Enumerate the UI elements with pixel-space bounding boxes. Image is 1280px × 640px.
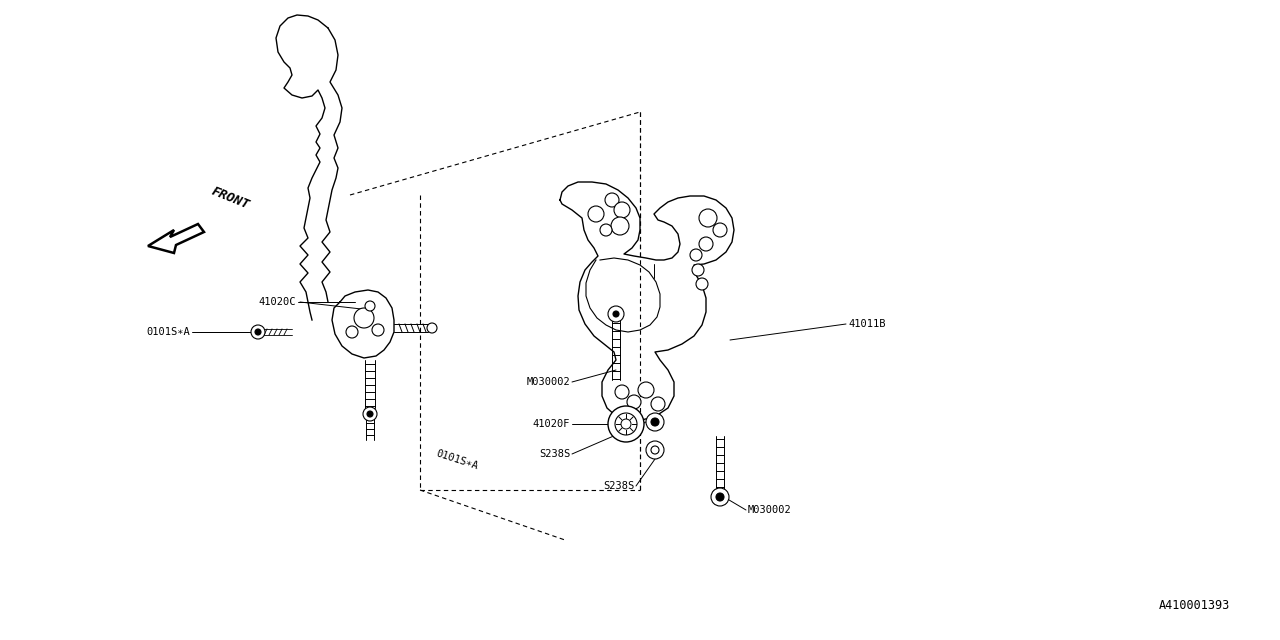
Circle shape (652, 397, 666, 411)
Text: 41020F: 41020F (532, 419, 570, 429)
Circle shape (600, 224, 612, 236)
Circle shape (355, 308, 374, 328)
Circle shape (652, 446, 659, 454)
Text: FRONT: FRONT (210, 185, 252, 212)
Circle shape (696, 278, 708, 290)
Circle shape (716, 493, 724, 501)
Circle shape (588, 206, 604, 222)
Circle shape (637, 382, 654, 398)
Text: 0101S∗A: 0101S∗A (435, 449, 480, 472)
Circle shape (710, 488, 730, 506)
Polygon shape (332, 290, 394, 358)
Circle shape (652, 418, 659, 426)
Circle shape (713, 223, 727, 237)
Circle shape (614, 385, 628, 399)
Text: S238S: S238S (603, 481, 634, 491)
Circle shape (613, 311, 620, 317)
Circle shape (608, 306, 625, 322)
Circle shape (690, 249, 701, 261)
Circle shape (621, 419, 631, 429)
Circle shape (365, 301, 375, 311)
Circle shape (699, 237, 713, 251)
Circle shape (255, 329, 261, 335)
Circle shape (372, 324, 384, 336)
Text: S238S: S238S (539, 449, 570, 459)
Circle shape (608, 406, 644, 442)
Circle shape (692, 264, 704, 276)
Text: M030002: M030002 (526, 377, 570, 387)
Text: A410001393: A410001393 (1158, 599, 1230, 612)
Text: 41020C: 41020C (259, 297, 296, 307)
Polygon shape (561, 182, 733, 420)
Circle shape (611, 217, 628, 235)
Circle shape (364, 407, 378, 421)
Polygon shape (148, 224, 204, 253)
Circle shape (646, 441, 664, 459)
Circle shape (614, 413, 637, 435)
Circle shape (614, 202, 630, 218)
Text: 41011B: 41011B (849, 319, 886, 329)
Circle shape (251, 325, 265, 339)
Circle shape (699, 209, 717, 227)
Circle shape (605, 193, 620, 207)
Circle shape (346, 326, 358, 338)
Circle shape (627, 395, 641, 409)
Circle shape (646, 413, 664, 431)
Circle shape (367, 411, 372, 417)
Text: M030002: M030002 (748, 505, 792, 515)
Text: 0101S∗A: 0101S∗A (146, 327, 189, 337)
Circle shape (428, 323, 436, 333)
